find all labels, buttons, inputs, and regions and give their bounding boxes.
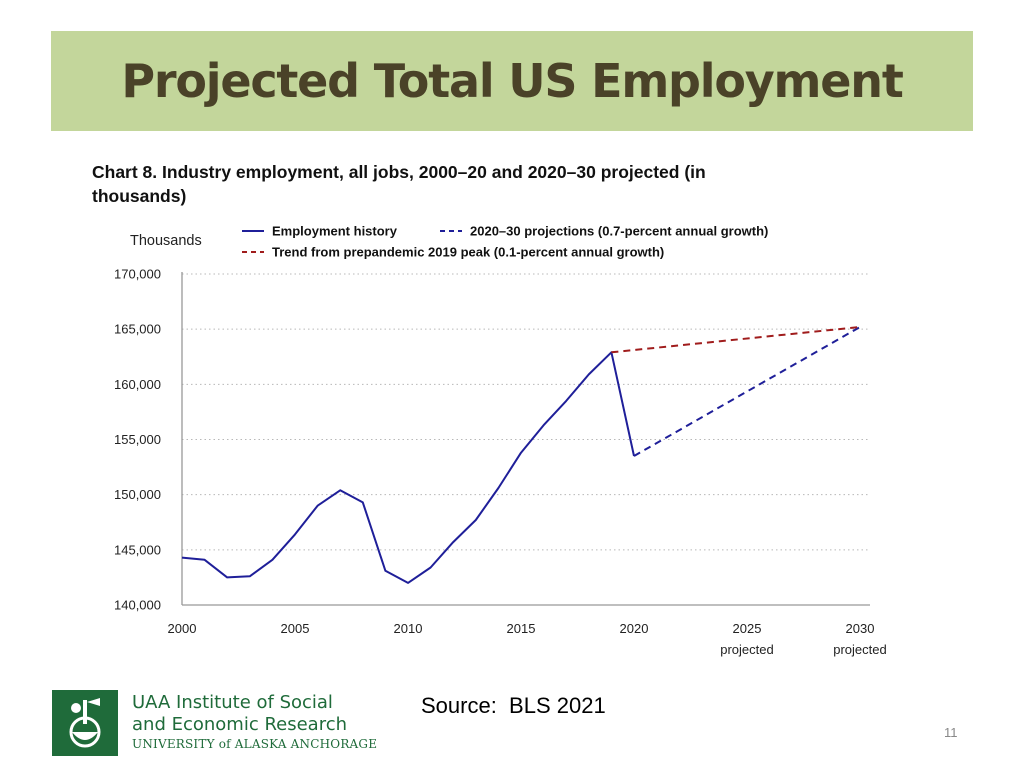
- x-tick-label-2: 2010: [394, 621, 423, 636]
- chart-title: Chart 8. Industry employment, all jobs, …: [92, 160, 812, 208]
- series-line-0: [181, 351, 635, 584]
- legend-label-1: 2020–30 projections (0.7-percent annual …: [470, 224, 768, 239]
- logo-text: UAA Institute of Social and Economic Res…: [132, 692, 377, 753]
- logo-line-3: UNIVERSITY of ALASKA ANCHORAGE: [132, 737, 378, 751]
- y-tick-label-2: 150,000: [114, 487, 161, 502]
- x-tick-label-1: 2005: [281, 621, 310, 636]
- slide-title: Projected Total US Employment: [121, 54, 903, 108]
- series-line-2: [611, 326, 861, 354]
- x-tick-label-3: 2015: [507, 621, 536, 636]
- y-tick-label-3: 155,000: [114, 432, 161, 447]
- source-note: Source: BLS 2021: [421, 693, 606, 718]
- y-axis-label: Thousands: [130, 233, 202, 249]
- x-tick-label-6: 2030: [846, 621, 875, 636]
- x-tick-label-5: 2025: [733, 621, 762, 636]
- chart-title-line-1: Chart 8. Industry employment, all jobs, …: [92, 162, 706, 182]
- logo-line-1: UAA Institute of Social: [132, 692, 333, 713]
- title-bar: Projected Total US Employment: [51, 31, 973, 131]
- x-tick-label-0: 2000: [168, 621, 197, 636]
- legend-label-2: Trend from prepandemic 2019 peak (0.1-pe…: [272, 245, 664, 260]
- x-tick-sublabel-6: projected: [833, 642, 886, 657]
- isr-logo: UAA Institute of Social and Economic Res…: [52, 690, 377, 756]
- logo-line-2: and Economic Research: [132, 714, 348, 735]
- chart-title-line-2: thousands): [92, 186, 187, 206]
- y-tick-label-4: 160,000: [114, 377, 161, 392]
- x-tick-label-4: 2020: [620, 621, 649, 636]
- x-tick-sublabel-5: projected: [720, 642, 773, 657]
- series-line-1: [633, 326, 861, 457]
- y-tick-label-0: 140,000: [114, 598, 161, 613]
- page-number: 11: [944, 725, 958, 740]
- isr-emblem-icon: [52, 690, 118, 756]
- y-tick-label-5: 165,000: [114, 322, 161, 337]
- legend-label-0: Employment history: [272, 224, 398, 239]
- y-tick-label-6: 170,000: [114, 267, 161, 282]
- y-tick-label-1: 145,000: [114, 542, 161, 557]
